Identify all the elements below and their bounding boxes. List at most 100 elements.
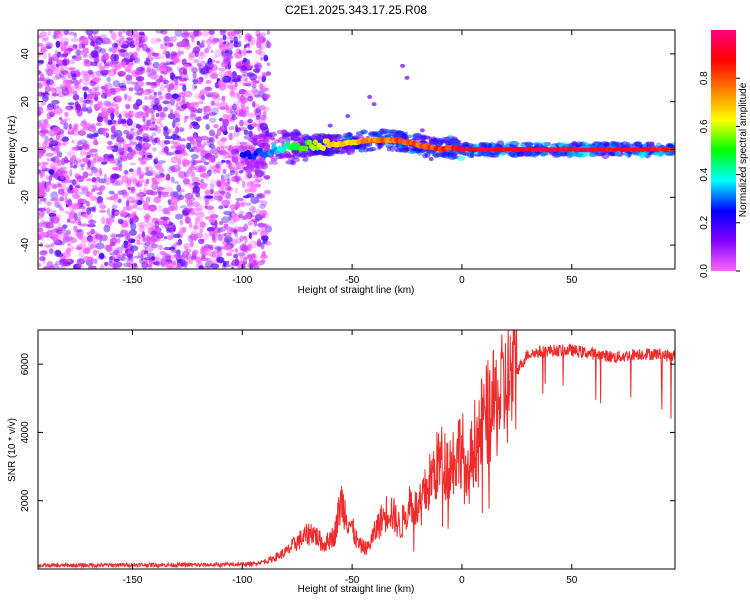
outlier-blob xyxy=(404,75,410,80)
snr-ylabel: SNR (10 * v/v) xyxy=(7,418,18,482)
noise-blob xyxy=(223,223,229,228)
noise-blob xyxy=(234,248,239,253)
noise-blob xyxy=(233,229,237,235)
noise-blob xyxy=(208,244,214,249)
noise-blob xyxy=(192,159,198,166)
noise-blob xyxy=(129,176,138,183)
noise-blob xyxy=(46,79,54,86)
noise-blob xyxy=(208,129,215,137)
ridge-halo xyxy=(496,140,505,147)
tick-label: -100 xyxy=(232,275,252,286)
noise-blob xyxy=(243,57,247,63)
noise-blob xyxy=(235,197,244,202)
noise-blob xyxy=(225,183,230,190)
noise-blob xyxy=(250,39,256,47)
noise-blob xyxy=(63,49,68,54)
noise-blob xyxy=(210,147,219,155)
noise-blob xyxy=(46,202,52,207)
noise-blob xyxy=(223,236,233,243)
noise-blob xyxy=(117,31,123,37)
noise-blob xyxy=(45,152,54,157)
noise-blob xyxy=(151,51,156,55)
noise-blob xyxy=(146,88,155,94)
noise-blob xyxy=(74,159,83,167)
noise-blob xyxy=(123,56,131,63)
noise-blob xyxy=(258,115,265,120)
noise-blob xyxy=(153,196,161,204)
noise-blob xyxy=(239,202,245,207)
noise-blob xyxy=(232,103,237,111)
noise-blob xyxy=(132,203,138,209)
noise-blob xyxy=(126,255,130,262)
ridge-cell xyxy=(257,147,263,154)
noise-blob xyxy=(51,62,57,68)
noise-blob xyxy=(244,78,248,83)
noise-blob xyxy=(255,33,263,38)
noise-blob xyxy=(213,54,218,59)
noise-blob xyxy=(155,253,160,260)
noise-blob xyxy=(130,187,135,192)
noise-blob xyxy=(105,217,115,224)
noise-blob xyxy=(127,186,131,190)
noise-blob xyxy=(108,255,113,263)
noise-blob xyxy=(106,76,112,83)
noise-blob xyxy=(242,257,247,266)
noise-blob xyxy=(144,216,150,224)
noise-blob xyxy=(173,253,182,258)
noise-blob xyxy=(138,136,146,142)
noise-blob xyxy=(42,206,47,213)
noise-blob xyxy=(192,79,198,85)
noise-blob xyxy=(157,204,164,213)
noise-blob xyxy=(218,44,228,52)
noise-blob xyxy=(114,265,118,269)
noise-blob xyxy=(184,216,191,224)
noise-blob xyxy=(38,70,42,74)
noise-blob xyxy=(168,53,176,60)
noise-blob xyxy=(114,108,119,115)
noise-blob xyxy=(235,162,239,170)
noise-blob xyxy=(154,98,160,105)
noise-blob xyxy=(149,207,156,211)
noise-blob xyxy=(52,235,60,243)
noise-blob xyxy=(118,114,122,120)
noise-blob xyxy=(165,152,174,156)
ridge-halo xyxy=(285,160,295,165)
noise-blob xyxy=(110,53,117,62)
noise-blob xyxy=(48,208,54,213)
noise-blob xyxy=(155,165,163,171)
ridge-halo xyxy=(297,134,305,141)
noise-blob xyxy=(147,50,152,57)
noise-blob xyxy=(65,105,74,110)
noise-blob xyxy=(253,64,260,69)
noise-blob xyxy=(167,87,171,93)
noise-blob xyxy=(82,73,90,82)
noise-blob xyxy=(74,185,81,189)
noise-blob xyxy=(102,40,106,45)
noise-blob xyxy=(241,198,247,207)
noise-blob xyxy=(176,184,182,192)
noise-blob xyxy=(70,59,76,65)
noise-blob xyxy=(56,213,61,221)
ridge-halo xyxy=(261,162,268,170)
noise-blob xyxy=(39,172,44,180)
noise-blob xyxy=(226,36,236,40)
noise-blob xyxy=(197,142,202,148)
noise-blob xyxy=(91,177,97,182)
noise-blob xyxy=(83,58,90,64)
noise-blob xyxy=(241,73,246,78)
noise-blob xyxy=(235,212,242,217)
noise-blob xyxy=(90,166,98,174)
noise-blob xyxy=(38,43,44,47)
noise-blob xyxy=(158,95,164,100)
noise-blob xyxy=(140,254,144,261)
noise-blob xyxy=(187,257,194,265)
noise-blob xyxy=(122,60,126,68)
noise-blob xyxy=(104,177,112,186)
noise-blob xyxy=(46,207,51,215)
noise-blob xyxy=(111,204,118,209)
noise-blob xyxy=(123,129,129,135)
noise-blob xyxy=(132,211,137,216)
noise-blob xyxy=(78,205,86,210)
noise-blob xyxy=(131,81,138,85)
noise-blob xyxy=(65,106,74,112)
